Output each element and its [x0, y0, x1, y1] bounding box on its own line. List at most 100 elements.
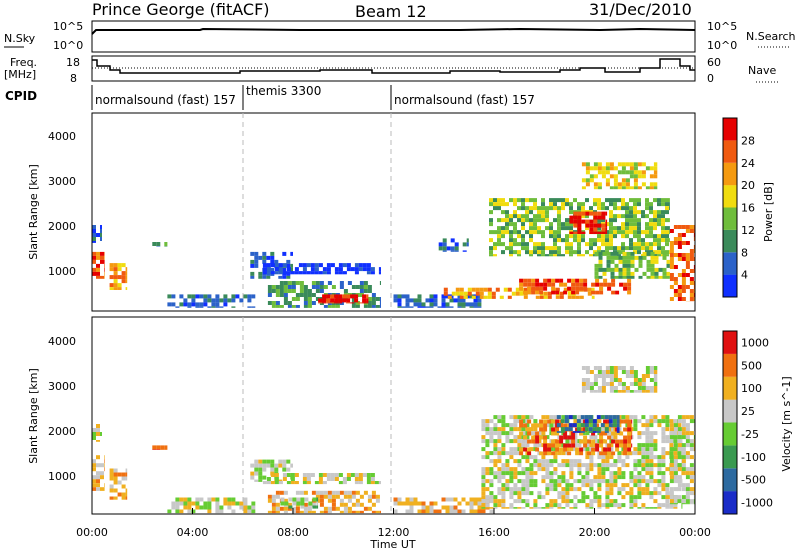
heatmap-cell — [505, 431, 509, 435]
heatmap-cell — [569, 202, 573, 206]
heatmap-cell — [647, 252, 651, 256]
heatmap-cell — [647, 276, 651, 279]
heatmap-cell — [682, 253, 686, 257]
heatmap-cell — [602, 170, 606, 174]
heatmap-cell — [597, 419, 601, 423]
heatmap-cell — [669, 443, 673, 447]
heatmap-cell — [422, 506, 426, 510]
heatmap-cell — [690, 253, 694, 257]
heatmap-cell — [553, 206, 557, 210]
heatmap-cell — [235, 502, 239, 506]
heatmap-cell — [509, 250, 513, 254]
heatmap-cell — [525, 467, 529, 471]
heatmap-cell — [347, 473, 351, 477]
heatmap-cell — [637, 491, 641, 495]
heatmap-cell — [398, 302, 402, 306]
heatmap-cell — [606, 182, 610, 186]
heatmap-cell — [328, 499, 332, 503]
heatmap-cell — [276, 503, 280, 507]
heatmap-cell — [553, 487, 557, 491]
heatmap-cell — [654, 382, 657, 386]
heatmap-cell — [496, 288, 500, 292]
heatmap-cell — [579, 440, 583, 444]
heatmap-cell — [690, 257, 694, 261]
heatmap-cell — [682, 269, 686, 273]
heatmap-cell — [344, 491, 348, 495]
heatmap-cell — [645, 507, 649, 509]
heatmap-cell — [537, 210, 541, 214]
heatmap-cell — [179, 510, 183, 514]
colorbar-swatch — [723, 252, 737, 274]
heatmap-cell — [607, 287, 611, 291]
heatmap-cell — [670, 297, 674, 301]
heatmap-cell — [489, 479, 493, 483]
heatmap-cell — [551, 420, 555, 424]
heatmap-cell — [450, 306, 454, 307]
heatmap-cell — [573, 198, 577, 202]
heatmap-cell — [292, 281, 296, 285]
heatmap-cell — [637, 487, 641, 491]
heatmap-cell — [598, 170, 602, 174]
heatmap-cell — [356, 503, 360, 507]
heatmap-cell — [489, 427, 493, 431]
heatmap-cell — [585, 423, 589, 427]
heatmap-cell — [630, 174, 634, 178]
heatmap-cell — [549, 198, 553, 202]
heatmap-cell — [633, 218, 637, 222]
heatmap-cell — [657, 238, 661, 242]
heatmap-cell — [312, 293, 316, 297]
heatmap-cell — [561, 479, 565, 483]
heatmap-cell — [199, 302, 203, 306]
heatmap-cell — [521, 246, 525, 250]
heatmap-cell — [324, 305, 328, 308]
heatmap-cell — [287, 473, 291, 477]
heatmap-cell — [266, 460, 270, 464]
heatmap-cell — [96, 233, 100, 237]
heatmap-cell — [670, 265, 674, 269]
heatmap-cell — [661, 218, 665, 222]
heatmap-cell — [282, 468, 286, 472]
heatmap-cell — [478, 510, 482, 514]
freq-panel: Freq. [MHz] 18 8 60 0 Nave — [4, 56, 780, 85]
heatmap-cell — [561, 491, 565, 495]
heatmap-cell — [418, 298, 422, 302]
heatmap-cell — [654, 162, 657, 166]
heatmap-cell — [649, 206, 653, 210]
heatmap-cell — [605, 427, 609, 431]
heatmap-cell — [203, 502, 207, 506]
heatmap-cell — [682, 415, 686, 419]
heatmap-cell — [304, 293, 308, 297]
heatmap-cell — [606, 382, 610, 386]
heatmap-cell — [565, 503, 569, 507]
colorbar-tick: 28 — [741, 134, 755, 147]
heatmap-cell — [171, 302, 175, 306]
heatmap-cell — [575, 283, 579, 287]
heatmap-cell — [307, 263, 311, 267]
heatmap-cell — [663, 268, 667, 272]
heatmap-cell — [414, 298, 418, 302]
heatmap-cell — [657, 463, 661, 467]
heatmap-cell — [678, 475, 682, 479]
heatmap-cell — [673, 447, 677, 451]
heatmap-cell — [657, 507, 661, 509]
heatmap-cell — [609, 463, 613, 467]
heatmap-cell — [577, 463, 581, 467]
heatmap-cell — [509, 491, 513, 495]
heatmap-cell — [481, 439, 485, 443]
heatmap-cell — [525, 471, 529, 475]
heatmap-cell — [187, 498, 191, 502]
heatmap-cell — [367, 481, 371, 484]
heatmap-cell — [690, 431, 694, 435]
heatmap-cell — [545, 206, 549, 210]
heatmap-cell — [215, 498, 219, 502]
heatmap-cell — [470, 506, 474, 510]
heatmap-cell — [367, 263, 371, 267]
heatmap-cell — [114, 469, 118, 473]
nave-tick-top: 60 — [707, 56, 721, 69]
heatmap-cell — [250, 252, 254, 256]
heatmap-cell — [316, 289, 320, 293]
heatmap-cell — [493, 206, 497, 210]
heatmap-cell — [594, 182, 598, 186]
heatmap-cell — [126, 493, 128, 497]
heatmap-cell — [505, 218, 509, 222]
